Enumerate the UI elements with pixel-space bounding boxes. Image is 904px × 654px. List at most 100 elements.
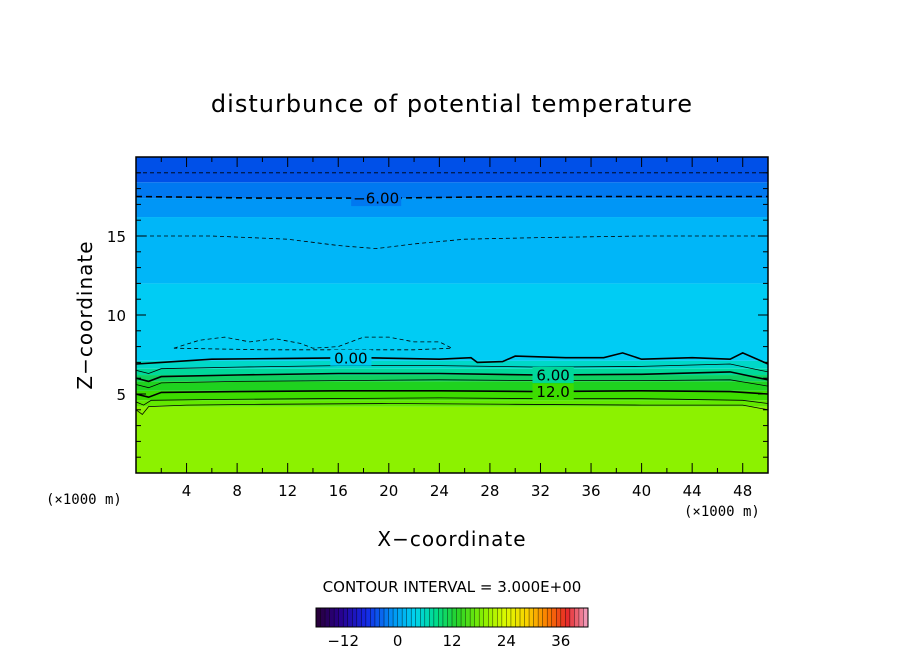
colorbar-cell	[542, 608, 548, 627]
colorbar-tick-label-2: 12	[442, 632, 461, 650]
colorbar-cell	[479, 608, 485, 627]
colorbar-cell	[578, 608, 584, 627]
contour-label-4: 6.00	[536, 366, 569, 384]
contour-label-bg-9	[351, 190, 402, 207]
contour-line-2	[136, 389, 768, 399]
colorbar-cell	[320, 608, 326, 627]
contour-line-8	[136, 235, 768, 250]
contour-label-bg-6	[330, 349, 372, 366]
colorbar-cell	[529, 608, 534, 627]
colorbar-cell	[551, 608, 557, 627]
colorbar-cell	[560, 608, 566, 627]
colorbar	[315, 607, 589, 628]
x-tick-label-10: 44	[683, 482, 702, 500]
colorbar-cell	[316, 608, 321, 627]
field-layer-3	[136, 381, 768, 391]
contour-line-5	[136, 363, 768, 374]
colorbar-frame	[315, 607, 589, 628]
colorbar-cell	[574, 608, 580, 627]
colorbar-cell	[433, 608, 439, 627]
colorbar-cell	[438, 608, 444, 627]
x-axis-ticks: 4 8 12 16 20 24 28 32 36 40 44 48	[160, 157, 752, 500]
colorbar-cell	[325, 608, 330, 627]
x-tick-label-7: 32	[531, 482, 550, 500]
colorbar-cell	[501, 608, 507, 627]
colorbar-tick-label-3: 24	[497, 632, 516, 650]
contour-line-0	[136, 403, 768, 416]
colorbar-cell	[520, 608, 525, 627]
field-layer-10	[136, 182, 768, 199]
x-tick-label-4: 20	[379, 482, 398, 500]
colorbar-tick-label-0: −12	[327, 632, 359, 650]
colorbar-cell	[397, 608, 403, 627]
contour-line-9	[136, 195, 768, 199]
colorbar-cell	[334, 608, 339, 627]
colorbar-cell	[497, 608, 503, 627]
colorbar-cell	[338, 608, 344, 627]
x-tick-label-6: 28	[480, 482, 499, 500]
colorbar-cell	[393, 608, 398, 627]
x-tick-label-9: 40	[632, 482, 651, 500]
contour-label-2: 12.0	[536, 383, 569, 401]
contour-lines	[136, 172, 768, 416]
x-tick-label-3: 16	[329, 482, 348, 500]
contour-line-1	[136, 397, 768, 406]
x-tick-label-5: 24	[430, 482, 449, 500]
colorbar-cell	[361, 608, 367, 627]
colorbar-cell	[406, 608, 412, 627]
contour-label-bg-2	[532, 383, 574, 400]
contour-label-9: −6.00	[353, 190, 399, 208]
x-tick-label-11: 48	[733, 482, 752, 500]
colorbar-cell	[583, 608, 589, 627]
field-layer-1	[136, 400, 768, 407]
colorbar-cell	[388, 608, 394, 627]
colorbar-tick-label-1: 0	[393, 632, 403, 650]
colorbar-cell	[379, 608, 385, 627]
field-layer-8	[136, 217, 768, 284]
y-tick-label-2: 15	[107, 228, 126, 246]
contour-interval-label: CONTOUR INTERVAL = 3.000E+00	[323, 578, 582, 596]
colorbar-cell	[461, 608, 466, 627]
x-unit-label: (×1000 m)	[684, 504, 760, 520]
y-tick-label-0: 5	[116, 386, 126, 404]
colorbar-cell	[515, 608, 521, 627]
colorbar-cell	[384, 608, 389, 627]
plot-area	[136, 157, 768, 473]
colorbar-cell	[506, 608, 512, 627]
field-layers	[136, 157, 768, 473]
colorbar-cell	[483, 608, 489, 627]
colorbar-tick-label-4: 36	[551, 632, 570, 650]
colorbar-cell	[569, 608, 575, 627]
contour-line-4	[136, 371, 768, 383]
contour-label-bg-4	[532, 366, 574, 383]
y-axis-ticks: 5 10 15	[107, 172, 768, 458]
colorbar-cell	[356, 608, 362, 627]
colorbar-cell	[470, 608, 475, 627]
field-layer-2	[136, 390, 768, 401]
colorbar-cell	[429, 608, 435, 627]
colorbar-ticks: −12 0 12 24 36	[327, 632, 570, 650]
colorbar-cell	[415, 608, 421, 627]
colorbar-cell	[370, 608, 376, 627]
contour-line-3	[136, 379, 768, 389]
colorbar-cell	[524, 608, 530, 627]
contour-label-6: 0.00	[334, 349, 367, 367]
colorbar-cell	[374, 608, 380, 627]
colorbar-cell	[465, 608, 471, 627]
field-layer-7	[136, 283, 768, 361]
colorbar-cell	[492, 608, 498, 627]
y-axis-title: Z−coordinate	[73, 240, 97, 389]
field-layer-11	[136, 157, 768, 183]
colorbar-cell	[411, 608, 417, 627]
colorbar-cell	[510, 608, 516, 627]
chart-title: disturbunce of potential temperature	[211, 90, 693, 118]
colorbar-cell	[329, 608, 335, 627]
colorbar-cell	[556, 608, 562, 627]
colorbar-cell	[452, 608, 457, 627]
colorbar-cell	[420, 608, 426, 627]
x-axis-title: X−coordinate	[377, 527, 526, 551]
colorbar-cell	[347, 608, 353, 627]
field-layer-4	[136, 375, 768, 382]
y-tick-label-1: 10	[107, 307, 126, 325]
contour-line-6	[136, 352, 768, 365]
